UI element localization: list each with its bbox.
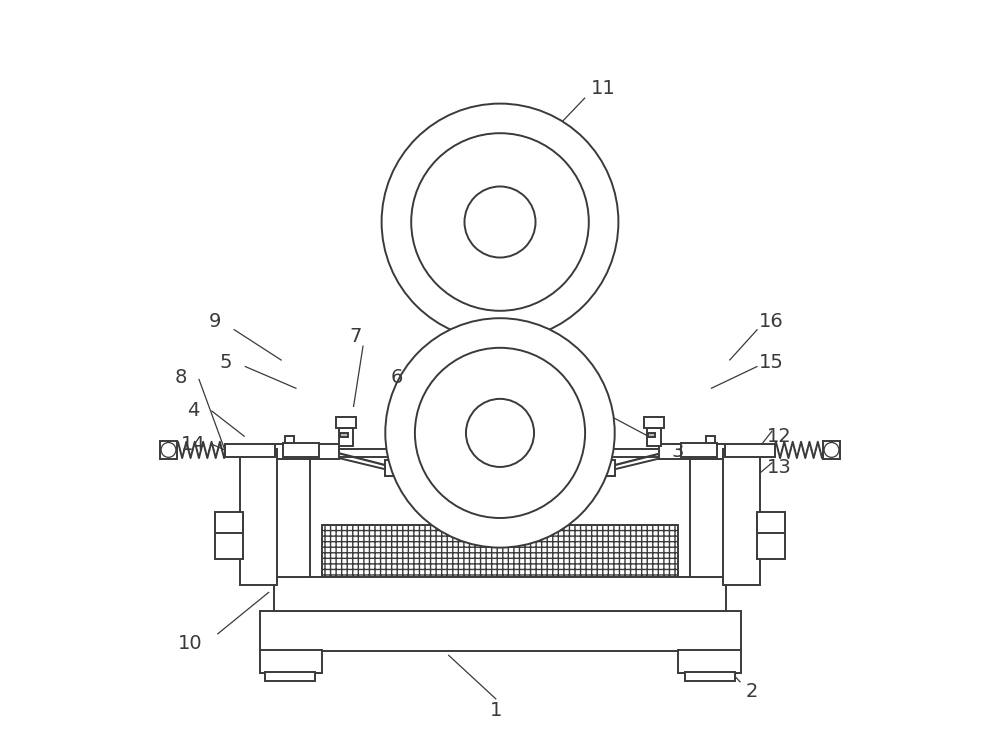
Circle shape [464, 186, 536, 258]
Bar [260, 610, 740, 651]
Bar [272, 444, 339, 459]
Text: 3: 3 [671, 442, 684, 461]
Bar [274, 577, 726, 610]
Bar [336, 417, 356, 428]
Circle shape [466, 399, 534, 467]
Bar [340, 433, 348, 437]
Text: 6: 6 [390, 368, 403, 387]
Bar [723, 449, 760, 585]
Text: 7: 7 [350, 327, 362, 346]
Bar [260, 650, 322, 673]
Circle shape [385, 318, 615, 548]
Bar [725, 444, 775, 457]
Bar [274, 455, 310, 577]
Bar [685, 672, 735, 681]
Circle shape [411, 133, 589, 311]
Bar [659, 444, 726, 459]
Text: 1: 1 [490, 701, 502, 720]
Bar [283, 443, 319, 457]
Text: 14: 14 [181, 434, 205, 454]
Text: 15: 15 [759, 353, 784, 372]
Bar [823, 441, 840, 459]
Text: 11: 11 [591, 79, 616, 98]
Bar [215, 514, 243, 559]
Text: 13: 13 [767, 458, 792, 477]
Bar [385, 460, 415, 476]
Text: 16: 16 [759, 312, 784, 332]
Text: 4: 4 [187, 401, 199, 420]
Bar [215, 512, 243, 533]
Bar [757, 514, 785, 559]
Bar [648, 433, 655, 437]
Bar [678, 650, 740, 673]
Bar [339, 428, 353, 446]
Circle shape [382, 104, 618, 340]
Bar [225, 444, 275, 457]
Circle shape [415, 348, 585, 518]
Bar [690, 455, 726, 577]
Bar [285, 436, 294, 443]
Text: 9: 9 [209, 312, 221, 332]
Bar [644, 417, 664, 428]
Bar [240, 449, 277, 585]
Text: 12: 12 [767, 427, 792, 446]
Bar [757, 512, 785, 533]
Text: 2: 2 [745, 682, 758, 702]
Bar [585, 460, 615, 476]
Bar [265, 672, 315, 681]
Bar [681, 443, 717, 457]
Text: 5: 5 [220, 353, 232, 372]
Bar [647, 428, 661, 446]
Text: 10: 10 [178, 634, 203, 653]
Bar [322, 525, 678, 610]
Bar [706, 436, 715, 443]
Text: 8: 8 [174, 368, 187, 387]
Bar [160, 441, 177, 459]
Circle shape [161, 443, 176, 457]
Circle shape [824, 443, 839, 457]
